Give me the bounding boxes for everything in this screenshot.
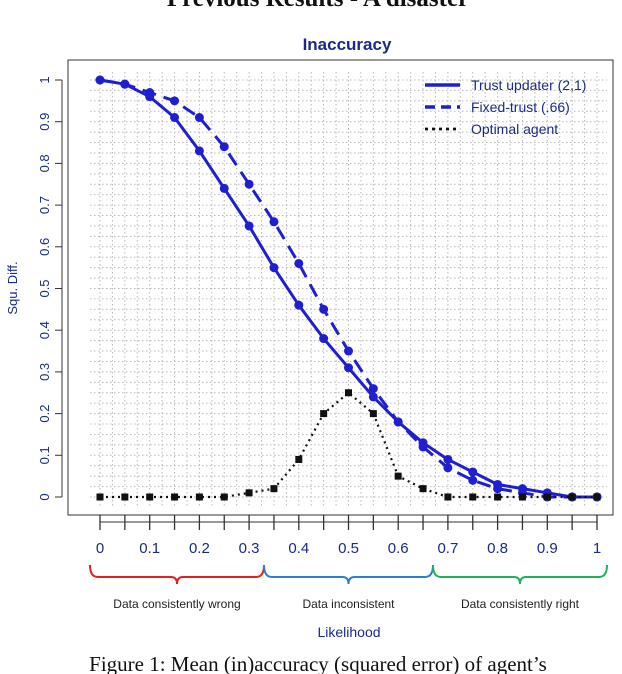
data-point-dashed	[443, 463, 453, 473]
data-point-solid	[468, 467, 478, 477]
y-tick-label: 0	[37, 493, 52, 500]
data-point-dotted	[270, 485, 278, 493]
data-point-dotted	[469, 493, 477, 501]
data-point-dotted	[146, 493, 154, 501]
x-tick-label: 0.2	[189, 540, 210, 557]
region-label: Data consistently right	[461, 597, 580, 611]
figure-caption: Figure 1: Mean (in)accuracy (squared err…	[89, 652, 547, 674]
x-tick-label: 1	[593, 540, 601, 557]
data-point-dashed	[344, 346, 353, 356]
data-point-dotted	[171, 493, 179, 501]
data-point-dashed	[368, 384, 378, 394]
data-point-solid	[219, 183, 229, 193]
data-point-dotted	[320, 410, 328, 418]
series-line-dotted	[100, 391, 597, 499]
y-tick-label: 0.6	[37, 238, 52, 256]
x-tick-label: 0.6	[388, 540, 409, 557]
data-point-dashed	[194, 113, 204, 123]
x-axis-label: Likelihood	[317, 624, 380, 640]
data-point-dashed	[393, 417, 403, 427]
legend-label: Fixed-trust (.66)	[471, 99, 570, 115]
y-tick-label: 0.1	[37, 446, 52, 464]
data-point-dashed	[319, 304, 329, 314]
x-tick-label: 0.7	[437, 540, 458, 557]
data-point-solid	[319, 334, 329, 344]
likelihood-regions: Data consistently wrong Data inconsistent…	[89, 564, 608, 611]
region-brace	[263, 564, 434, 585]
y-tick-label: 0.5	[37, 279, 52, 297]
y-tick-label: 0.2	[37, 405, 52, 423]
region-brace	[431, 564, 608, 585]
plot-frame	[67, 59, 614, 516]
data-point-dotted	[518, 493, 526, 501]
axes: 0 0.1 0.2 0.3 0.4 0.5 0.6 0.7 0.8 0.9 1 0 0.1 0.2 0.3 0…	[37, 59, 614, 557]
data-point-dotted	[494, 493, 502, 501]
y-tick-label: 0.4	[37, 321, 52, 339]
data-point-solid	[368, 392, 378, 402]
y-tick-label: 0.3	[37, 363, 52, 381]
region-label: Data inconsistent	[302, 597, 395, 611]
x-tick-label: 0.3	[239, 540, 260, 557]
data-point-dotted	[345, 389, 352, 397]
region-brace	[89, 564, 266, 585]
data-point-dashed	[244, 179, 254, 189]
legend-label: Trust updater (2,1)	[471, 77, 586, 93]
data-point-dotted	[543, 493, 551, 501]
data-point-solid	[269, 263, 279, 273]
data-point-solid	[344, 363, 353, 373]
data-point-dotted	[419, 485, 427, 493]
data-point-dotted	[444, 493, 452, 501]
region-label: Data consistently wrong	[113, 597, 240, 611]
data-point-solid	[194, 146, 204, 156]
data-point-dashed	[120, 79, 130, 89]
x-tick-label: 0.1	[139, 540, 160, 557]
data-point-solid	[443, 454, 453, 464]
data-point-dotted	[369, 410, 377, 418]
data-point-solid	[244, 221, 254, 231]
legend-label: Optimal agent	[471, 121, 558, 137]
grid-lines	[90, 72, 607, 507]
data-point-dashed	[145, 88, 155, 98]
data-point-dotted	[568, 493, 576, 501]
legend: Trust updater (2,1) Fixed-trust (.66) Opti…	[425, 77, 586, 137]
data-point-dashed	[468, 475, 478, 485]
page-heading: Previous Results - A disaster	[167, 0, 469, 12]
x-tick-label: 0	[96, 540, 104, 557]
data-point-dashed	[269, 217, 279, 227]
x-tick-label: 0.4	[288, 540, 309, 557]
y-tick-label: 1	[37, 76, 52, 83]
data-point-dotted	[96, 493, 104, 501]
y-tick-label: 0.8	[37, 154, 52, 172]
chart-title: Inaccuracy	[303, 35, 392, 54]
data-point-dashed	[418, 442, 428, 452]
x-tick-label: 0.8	[487, 540, 508, 557]
data-point-dashed	[294, 258, 304, 268]
data-point-dotted	[121, 493, 129, 501]
y-tick-label: 0.9	[37, 113, 52, 131]
data-point-dotted	[195, 493, 203, 501]
data-point-dotted	[245, 489, 253, 497]
x-tick-label: 0.9	[537, 540, 558, 557]
data-point-dashed	[95, 75, 105, 85]
series-layer	[95, 75, 602, 502]
data-point-dotted	[593, 493, 601, 501]
data-point-dashed	[170, 96, 180, 106]
x-tick-label: 0.5	[338, 540, 359, 557]
data-point-dashed	[493, 484, 503, 494]
data-point-dashed	[219, 142, 229, 152]
data-point-dotted	[295, 455, 303, 463]
y-axis-label: Squ. Diff.	[5, 261, 20, 314]
data-point-dotted	[394, 472, 402, 480]
data-point-solid	[170, 113, 180, 123]
data-point-dotted	[220, 493, 228, 501]
y-tick-label: 0.7	[37, 196, 52, 214]
data-point-solid	[294, 300, 304, 310]
